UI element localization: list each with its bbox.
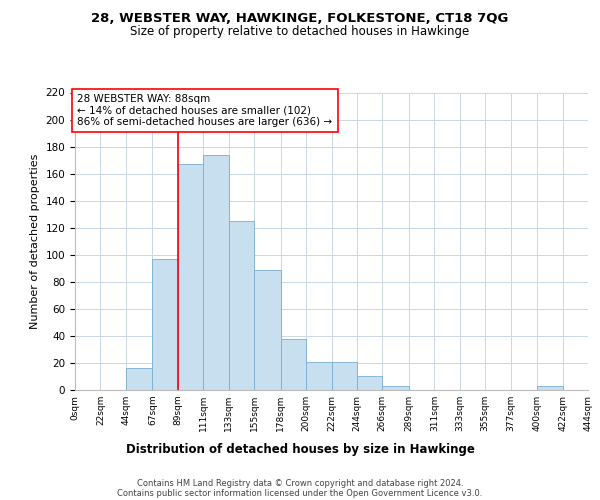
- Text: Contains public sector information licensed under the Open Government Licence v3: Contains public sector information licen…: [118, 489, 482, 498]
- Bar: [229, 221, 254, 390]
- Text: Distribution of detached houses by size in Hawkinge: Distribution of detached houses by size …: [125, 442, 475, 456]
- Bar: [382, 386, 409, 390]
- Text: 28, WEBSTER WAY, HAWKINGE, FOLKESTONE, CT18 7QG: 28, WEBSTER WAY, HAWKINGE, FOLKESTONE, C…: [91, 12, 509, 26]
- Text: 28 WEBSTER WAY: 88sqm
← 14% of detached houses are smaller (102)
86% of semi-det: 28 WEBSTER WAY: 88sqm ← 14% of detached …: [77, 94, 332, 127]
- Bar: [357, 376, 382, 390]
- Bar: [331, 362, 357, 390]
- Text: Size of property relative to detached houses in Hawkinge: Size of property relative to detached ho…: [130, 25, 470, 38]
- Bar: [254, 270, 281, 390]
- Bar: [178, 164, 203, 390]
- Bar: [306, 362, 331, 390]
- Text: Contains HM Land Registry data © Crown copyright and database right 2024.: Contains HM Land Registry data © Crown c…: [137, 479, 463, 488]
- Bar: [126, 368, 152, 390]
- Y-axis label: Number of detached properties: Number of detached properties: [30, 154, 40, 329]
- Bar: [281, 338, 306, 390]
- Bar: [152, 259, 178, 390]
- Bar: [537, 386, 563, 390]
- Bar: [203, 154, 229, 390]
